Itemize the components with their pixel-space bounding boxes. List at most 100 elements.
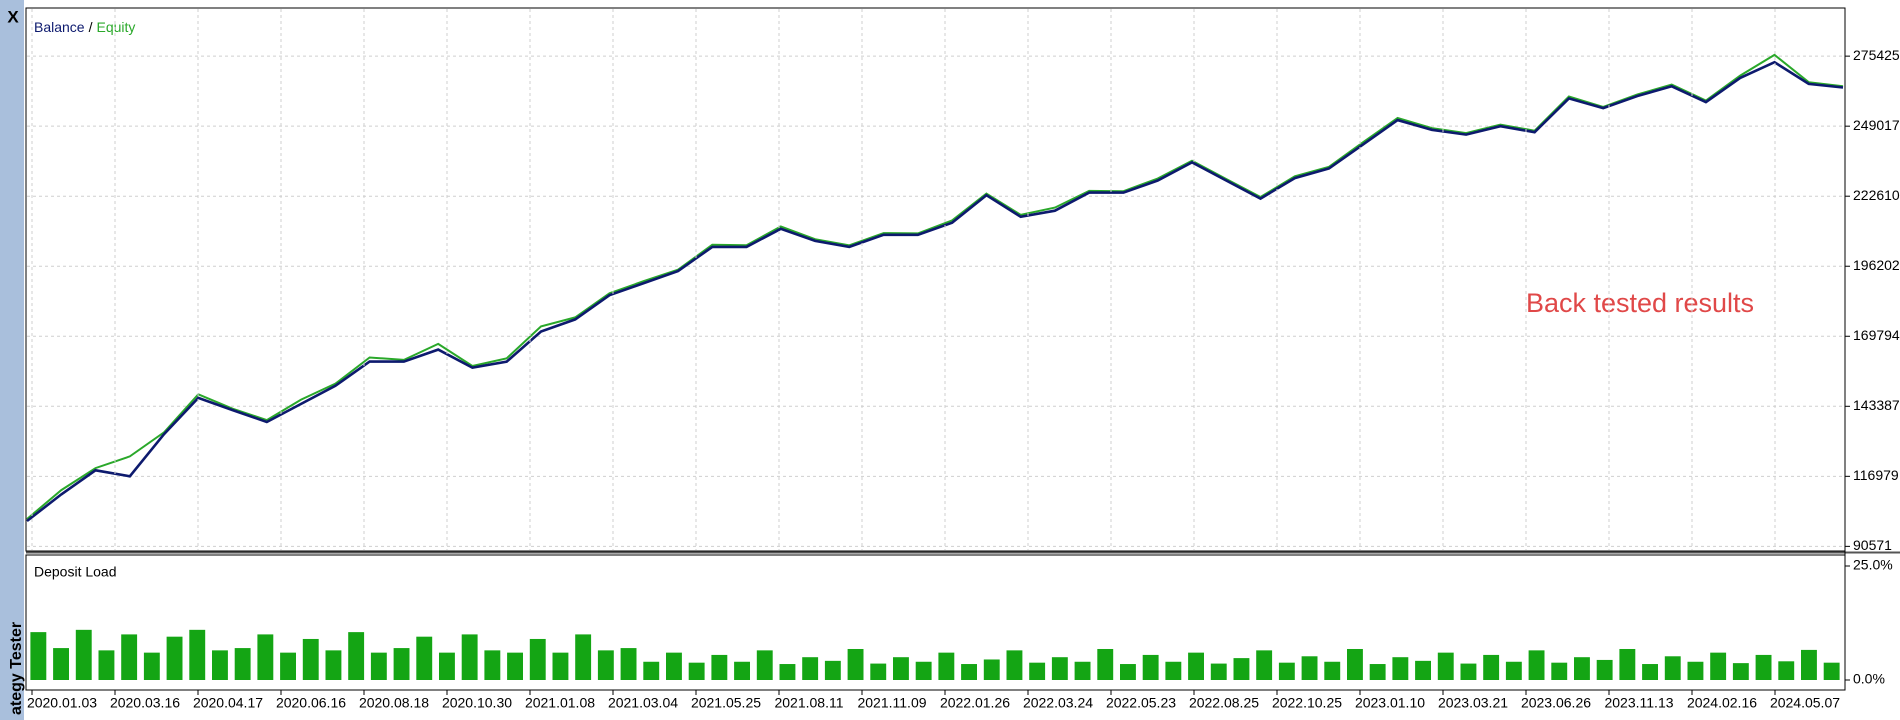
y-tick-label: 222610 [1853,187,1900,203]
x-tick-label: 2023.03.21 [1438,695,1508,711]
bar [484,650,501,680]
bar [280,652,296,680]
bar [143,652,160,680]
bar [1392,657,1409,680]
bar [507,652,523,680]
x-tick-label: 2020.08.18 [359,695,429,711]
x-tick-label: 2023.01.10 [1355,695,1425,711]
bar [1551,662,1568,680]
bar [1732,663,1749,680]
x-tick-label: 2021.11.09 [857,695,926,711]
bar [1188,652,1204,680]
x-tick-label: 2021.03.04 [608,695,678,711]
bar [121,634,138,680]
x-tick-label: 2021.05.25 [691,695,761,711]
bar [938,652,955,680]
bar [802,657,819,680]
bar [325,650,342,680]
y-tick-label: 116979 [1853,467,1899,483]
bar [779,664,796,680]
panel-title: Deposit Load [34,564,117,580]
bar [1574,657,1590,680]
bar [1074,661,1091,680]
bar [53,648,69,680]
bar [666,652,682,680]
bar [1664,656,1681,680]
bar [189,629,206,680]
y-tick-label: 196202 [1853,257,1900,273]
bar [734,661,750,680]
bar [1778,661,1795,680]
bar [1687,661,1704,680]
x-tick-label: 2020.01.03 [27,695,97,711]
x-tick-label: 2021.08.11 [774,695,843,711]
bar [961,664,977,680]
legend-separator: / [89,19,93,35]
bar [711,654,728,680]
bar [439,652,455,680]
bar [1301,656,1318,680]
y-tick-label: 249017 [1853,117,1900,133]
bar [1006,650,1023,680]
x-tick-label: 2022.05.23 [1106,695,1176,711]
x-tick-label: 2020.03.16 [110,695,180,711]
bar [416,636,433,680]
bar [1460,663,1477,680]
legend-entry: Balance [34,19,85,35]
bar [1596,659,1613,680]
bar [30,632,47,680]
bar [529,638,546,680]
bar [302,638,319,680]
y-tick-label: 0.0% [1853,671,1885,687]
bar [893,657,909,680]
bar [166,636,183,680]
bar [756,650,773,680]
bar [847,648,864,680]
bar [1278,662,1295,680]
bar [1710,652,1727,680]
bar [824,660,841,680]
bar [212,650,228,680]
bar [1120,664,1136,680]
series-line [26,60,1844,523]
bar [1755,654,1772,680]
y-tick-label: 90571 [1853,537,1892,553]
bar [234,648,251,680]
y-tick-label: 143387 [1853,397,1900,413]
load-plot-frame [25,554,1846,691]
bar [1097,648,1114,680]
bar [1142,654,1159,680]
bar [915,661,932,680]
legend: Balance / Equity [34,19,135,35]
bar [1642,664,1658,680]
bar [1369,664,1386,680]
bar [1801,649,1817,680]
x-tick-label: 2024.05.07 [1770,695,1840,711]
bar [257,634,274,680]
bar [643,661,660,680]
bar [1347,648,1363,680]
side-title: ategy Tester [8,622,25,715]
close-button[interactable]: X [7,7,19,26]
x-tick-label: 2020.06.16 [276,695,346,711]
bar [1823,662,1840,680]
x-tick-label: 2024.02.16 [1687,695,1757,711]
bar [1233,658,1250,680]
bar [1437,652,1454,680]
bar [370,652,387,680]
y-tick-label: 25.0% [1853,557,1893,573]
x-tick-label: 2022.03.24 [1023,695,1093,711]
bar [1029,662,1046,680]
bar [688,662,705,680]
bar [1619,648,1636,680]
bar [870,663,887,680]
x-tick-label: 2022.01.26 [940,695,1010,711]
legend-entry: Equity [96,19,135,35]
bar [983,659,1000,680]
bar [461,634,478,680]
x-tick-label: 2020.04.17 [193,695,263,711]
bar [1256,650,1273,680]
bar [98,650,115,680]
bar [1051,657,1068,680]
